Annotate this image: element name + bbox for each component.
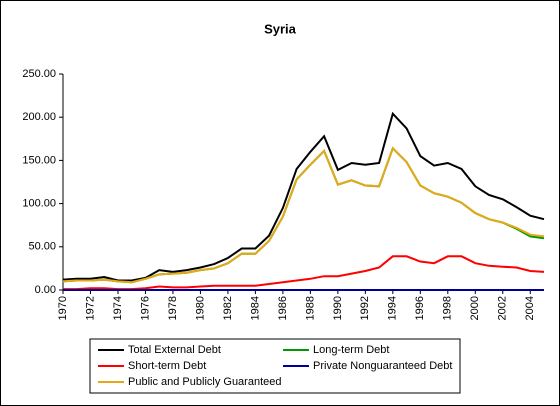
series-line — [63, 255, 545, 291]
series-line — [62, 111, 545, 282]
legend-label: Total External Debt — [128, 344, 221, 356]
y-tick-label: 150.00 — [22, 154, 56, 166]
legend-label: Long-term Debt — [313, 344, 389, 356]
x-tick-label: 2002 — [497, 296, 509, 320]
y-tick-label: 0.00 — [35, 284, 56, 296]
y-tick-label: 200.00 — [22, 111, 56, 123]
legend-label: Private Nonguaranteed Debt — [313, 360, 452, 372]
x-tick-label: 1974 — [112, 296, 124, 320]
x-tick-label: 2000 — [469, 296, 481, 320]
chart-title: Syria — [264, 21, 297, 36]
x-tick-label: 1976 — [139, 296, 151, 320]
series-line — [62, 146, 545, 284]
x-tick-label: 1970 — [57, 296, 69, 320]
x-tick-label: 1986 — [277, 296, 289, 320]
legend-box — [89, 338, 461, 394]
y-tick-label: 100.00 — [22, 198, 56, 210]
y-tick-label: 250.00 — [22, 68, 56, 80]
x-tick-label: 1972 — [84, 296, 96, 320]
legend-label: Short-term Debt — [128, 360, 206, 372]
x-tick-label: 1988 — [304, 296, 316, 320]
x-tick-label: 1982 — [222, 296, 234, 320]
x-tick-label: 1984 — [249, 296, 261, 320]
x-tick-label: 1990 — [332, 296, 344, 320]
x-tick-label: 1996 — [414, 296, 426, 320]
x-tick-label: 1994 — [387, 296, 399, 320]
y-tick-label: 50.00 — [28, 241, 56, 253]
x-tick-label: 2004 — [524, 296, 536, 320]
x-tick-label: 1978 — [167, 296, 179, 320]
legend-label: Public and Publicly Guaranteed — [128, 376, 281, 388]
x-tick-label: 1980 — [194, 296, 206, 320]
x-tick-label: 1992 — [359, 296, 371, 320]
x-tick-label: 1998 — [442, 296, 454, 320]
